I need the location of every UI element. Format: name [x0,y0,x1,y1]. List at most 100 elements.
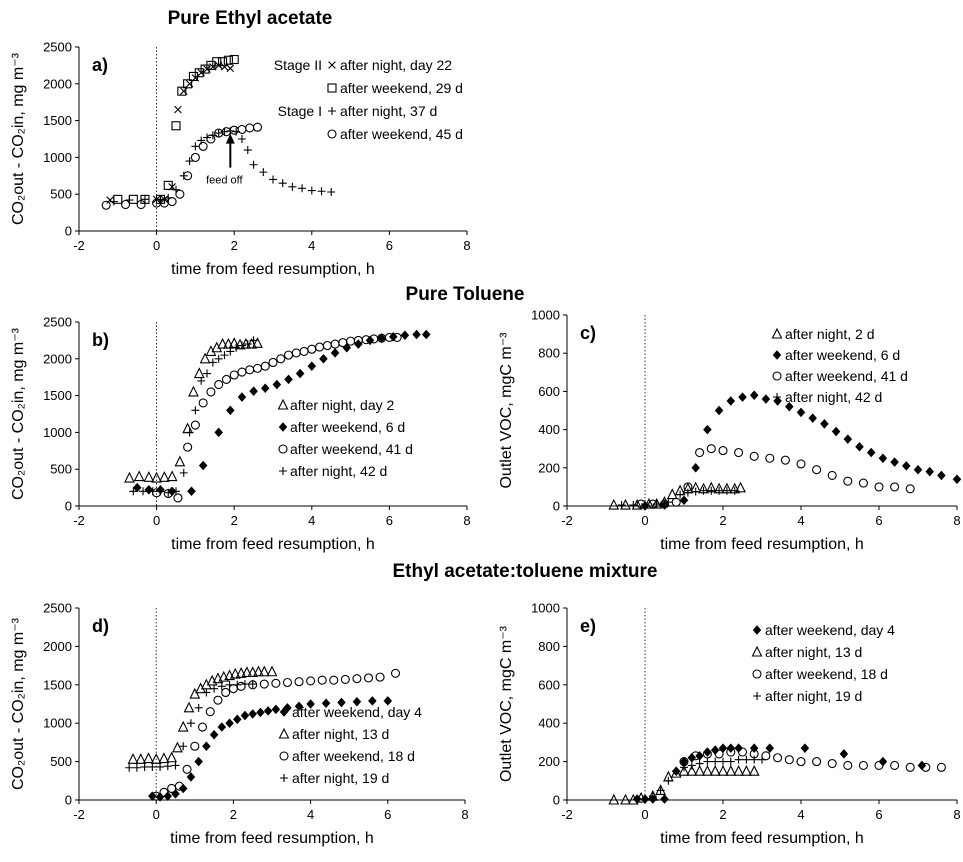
data-point [206,134,216,144]
data-point [784,755,794,765]
x-tick-label: 6 [384,807,391,822]
data-point [223,55,233,65]
data-point [177,86,187,96]
legend: after weekend, day 4 after night, 13 d aft… [751,622,895,704]
data-point [249,386,258,397]
data-point [136,199,146,210]
section-title-ethyl-acetate: Pure Ethyl acetate [168,8,333,29]
data-point [340,674,350,684]
series-4 [617,486,739,510]
data-point [245,365,255,375]
data-point [156,487,165,496]
data-point [338,338,348,348]
data-point [172,487,180,496]
data-point [761,751,771,761]
data-point [237,392,247,402]
data-point [158,471,170,482]
legend-entry: after night, day 22 [340,57,452,73]
x-tick-label: -2 [561,807,573,822]
data-point [272,379,282,390]
data-point [703,424,712,435]
data-point [213,695,223,705]
series-1 [124,337,263,483]
data-point [294,677,304,687]
panel-label: d) [92,616,109,636]
data-point [703,747,712,757]
data-point [660,794,669,804]
data-point [226,347,235,356]
data-point [260,383,270,394]
data-point [839,749,849,759]
data-point [183,79,193,89]
data-point [784,401,794,412]
legend-marker [279,751,289,761]
data-point [730,486,739,495]
series-2 [608,764,760,805]
x-tick-label: 2 [719,807,726,822]
data-point [222,337,234,349]
y-axis-label: CO₂out - CO₂in, mg m⁻³ [10,52,27,225]
data-point [198,398,208,408]
data-point [284,374,293,385]
data-point [248,680,257,689]
data-point [235,667,247,678]
data-point [164,488,173,497]
legend-marker [752,625,762,635]
data-point [228,684,238,694]
data-point [129,487,138,496]
x-tick-label: -2 [73,513,85,528]
data-point [125,763,134,772]
legend-entry: after weekend, 18 d [292,748,415,764]
data-point [686,764,698,776]
data-point [195,682,206,694]
x-tick-label: 4 [308,513,315,528]
data-point [208,358,217,367]
legend: after night, 2 d after weekend, 6 d after … [771,326,908,405]
data-point [172,741,183,753]
data-point [128,194,138,204]
data-point [363,673,374,683]
data-point [206,387,216,397]
series-4 [641,755,766,804]
data-point [635,791,647,803]
data-point [151,791,161,801]
data-point [608,793,620,805]
data-point [135,753,147,764]
data-point [761,394,771,404]
legend-entry: after night, 13 d [292,726,389,742]
data-point [666,488,678,500]
data-point [175,189,185,199]
x-tick-label: 0 [153,238,160,253]
data-point [321,698,331,709]
data-point [214,380,224,390]
data-point [680,763,688,772]
data-point [291,348,301,358]
data-point [174,455,186,467]
data-point [936,762,946,772]
data-point [132,763,141,772]
data-point [210,684,219,693]
series-3 [679,747,946,772]
y-tick-label: 2000 [43,639,72,654]
series-4 [101,122,263,210]
data-point [193,367,205,379]
data-point [315,342,325,352]
legend-entry: after weekend, 6 d [290,419,405,435]
data-point [156,762,165,771]
x-tick-label: 2 [230,807,237,822]
data-point [179,742,188,751]
data-point [307,344,317,354]
data-point [174,781,184,791]
y-tick-label: 0 [553,499,560,514]
data-point [725,764,737,776]
data-point [691,751,701,761]
x-tick-label: 0 [153,513,160,528]
x-tick-label: -2 [73,238,85,253]
data-point [106,196,114,204]
data-point [139,487,148,496]
legend-marker [280,774,288,782]
y-tick-label: 0 [65,793,72,808]
x-tick-label: 6 [386,238,393,253]
